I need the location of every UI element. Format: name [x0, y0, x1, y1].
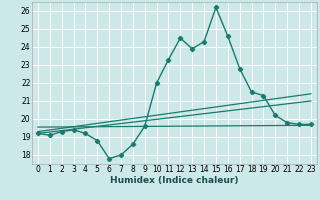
X-axis label: Humidex (Indice chaleur): Humidex (Indice chaleur) — [110, 176, 239, 185]
